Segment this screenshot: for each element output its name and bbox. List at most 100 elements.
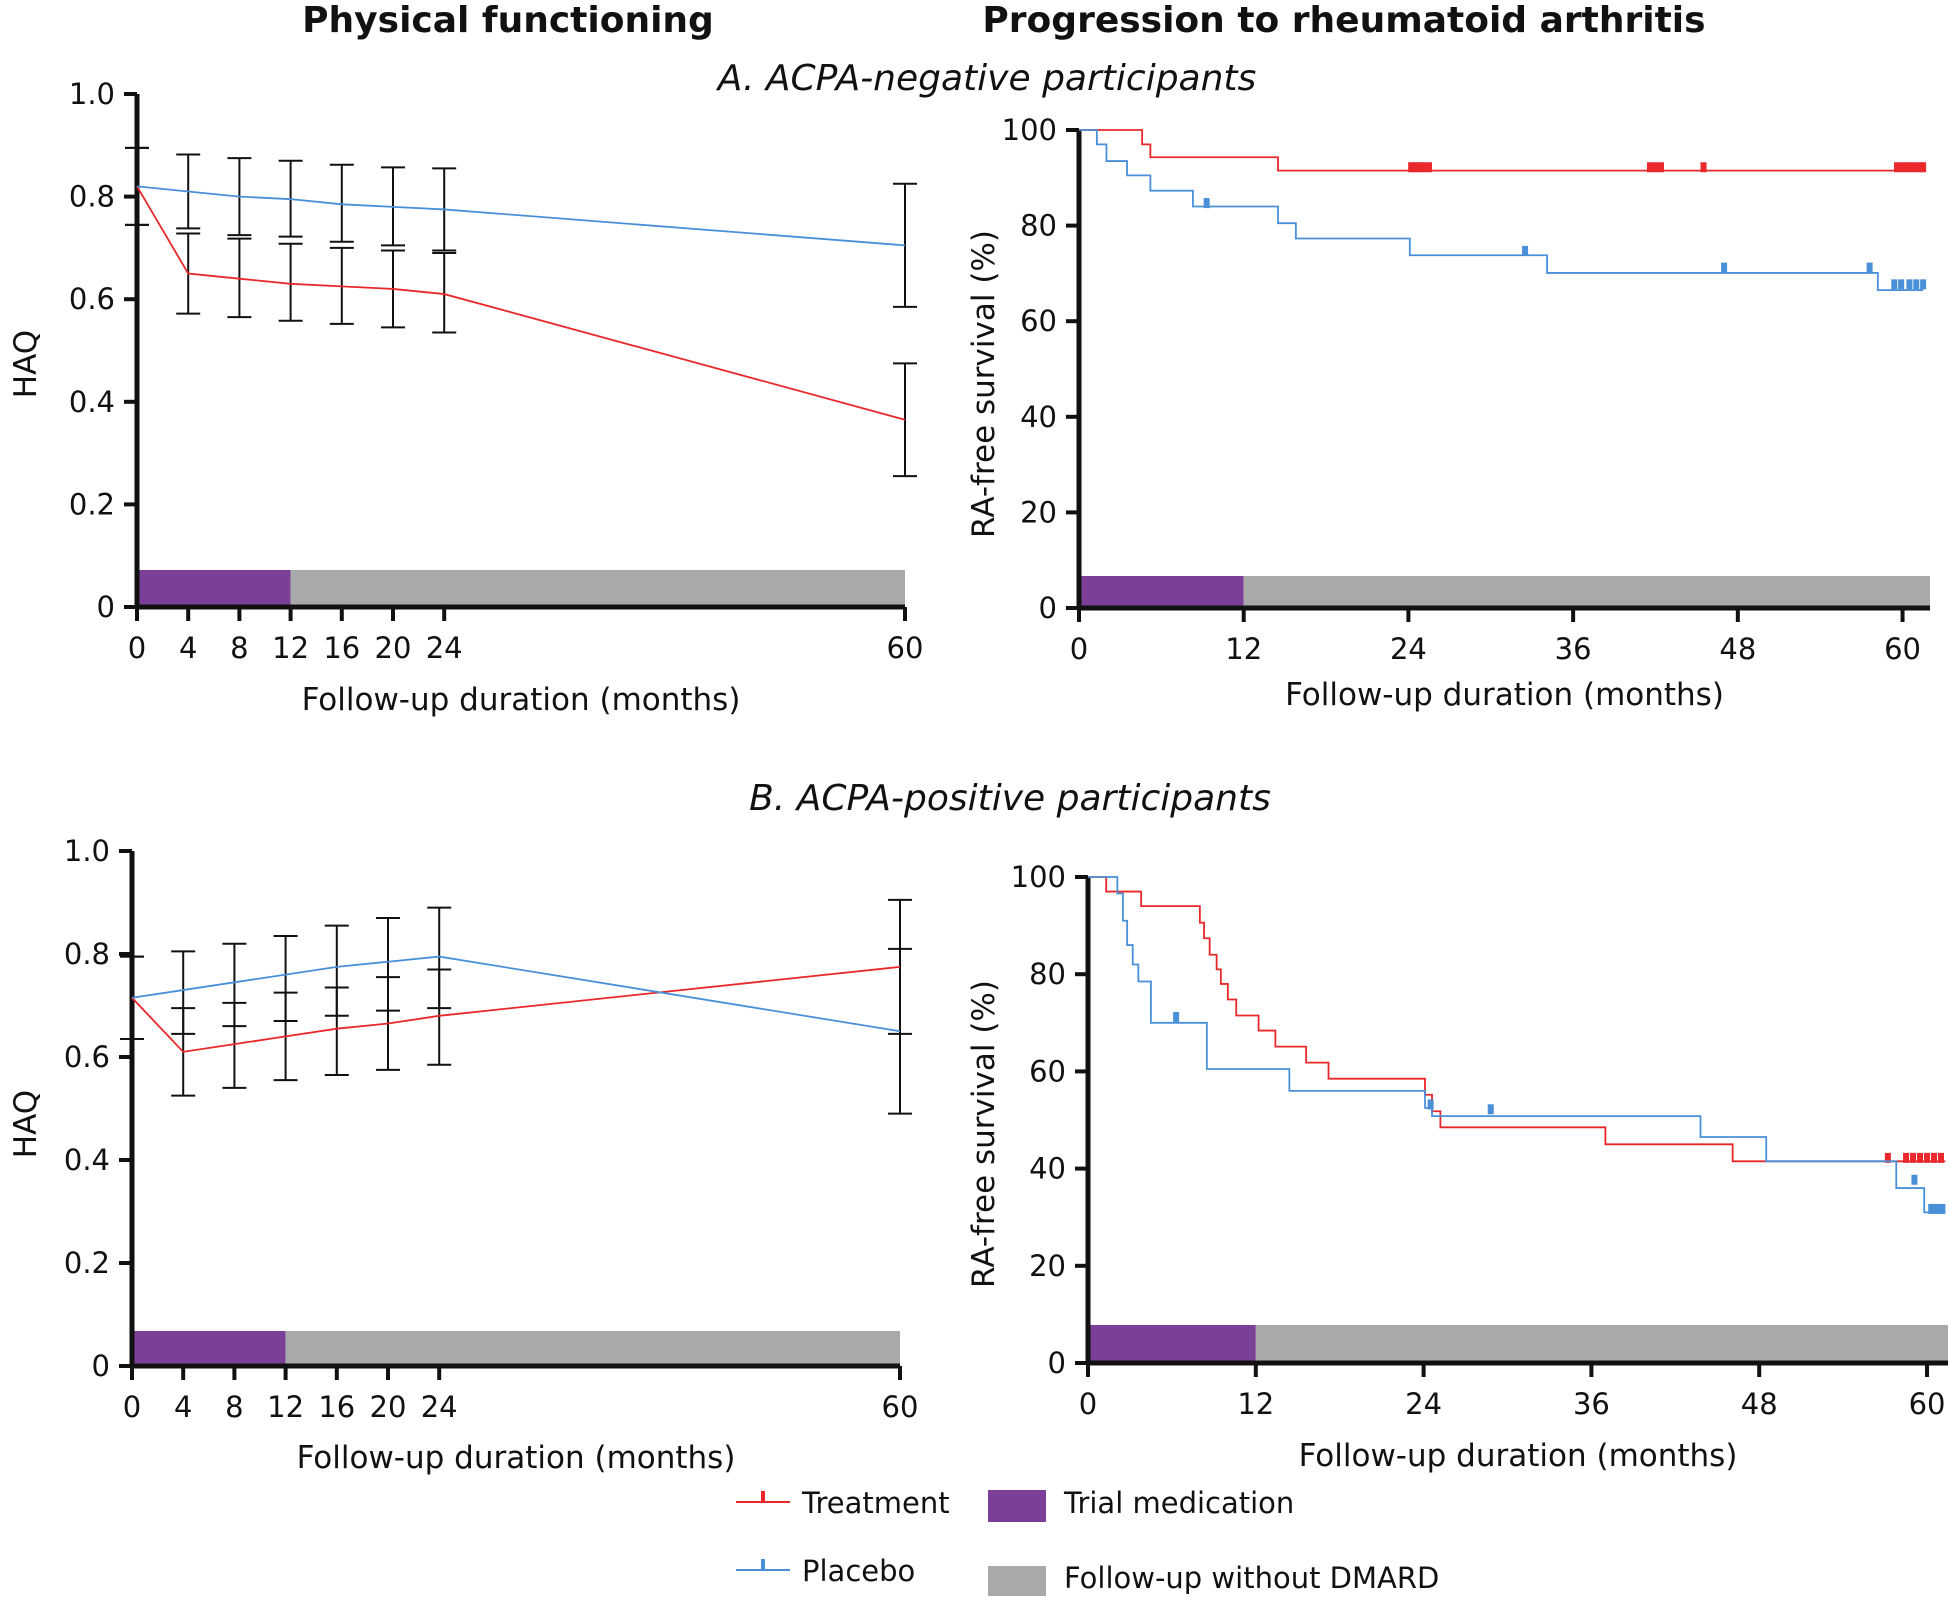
treatment-censor-mark	[1646, 162, 1653, 173]
y-tick-label: 60	[1029, 1054, 1066, 1088]
treatment-censor-mark	[1920, 162, 1927, 173]
legend-trial-medication-swatch	[988, 1490, 1046, 1522]
x-tick-label: 60	[887, 631, 924, 665]
treatment-censor-mark	[1938, 1152, 1945, 1163]
y-tick-label: 0.4	[64, 1143, 110, 1177]
treatment-censor-mark	[1700, 162, 1707, 173]
x-tick-label: 48	[1741, 1387, 1778, 1421]
x-tick-label: 4	[174, 1390, 192, 1424]
y-axis-label: HAQ	[8, 1090, 44, 1158]
y-tick-label: 0	[1039, 591, 1057, 625]
x-axis-label: Follow-up duration (months)	[1299, 1438, 1738, 1474]
y-tick-label: 100	[1011, 860, 1066, 894]
placebo-censor-mark	[1920, 279, 1927, 290]
trial-medication-bar	[137, 570, 291, 607]
treatment-censor-mark	[1903, 1152, 1910, 1163]
treatment-censor-mark	[1426, 162, 1433, 173]
km-chart-acpa-positive: 0 20 40 60 80 100 0 12 24 36 48 60 Follow-up duratio…	[966, 860, 1948, 1474]
y-tick-label: 0	[1048, 1346, 1066, 1380]
legend-treatment-label: Treatment	[801, 1486, 950, 1520]
x-tick-label: 8	[225, 1390, 243, 1424]
placebo-censor-mark	[1928, 1203, 1935, 1214]
x-tick-label: 24	[1405, 1387, 1442, 1421]
x-tick-label: 36	[1555, 632, 1592, 666]
treatment-censor-mark	[1652, 162, 1659, 173]
x-tick-label: 12	[267, 1390, 304, 1424]
placebo-censor-mark	[1427, 1099, 1434, 1110]
x-tick-label: 48	[1719, 632, 1756, 666]
y-tick-label: 40	[1020, 400, 1057, 434]
x-tick-label: 4	[179, 631, 197, 665]
x-tick-label: 20	[375, 631, 412, 665]
y-tick-label: 0.8	[69, 180, 115, 214]
placebo-censor-mark	[1522, 245, 1529, 256]
treatment-survival-curve	[1079, 129, 1924, 172]
treatment-censor-mark	[1905, 162, 1912, 173]
y-tick-label: 60	[1020, 304, 1057, 338]
y-tick-label: 0.4	[69, 385, 115, 419]
followup-without-dmard-bar	[285, 1331, 901, 1366]
x-tick-label: 24	[421, 1390, 458, 1424]
treatment-censor-mark	[1910, 162, 1917, 173]
x-tick-label: 24	[426, 631, 463, 665]
treatment-censor-mark	[1910, 1152, 1917, 1163]
followup-without-dmard-bar	[1243, 576, 1930, 608]
y-tick-label: 0.6	[64, 1040, 110, 1074]
treatment-mean-line	[131, 965, 901, 1053]
y-axis-label: RA-free survival (%)	[966, 980, 1002, 1288]
placebo-censor-mark	[1911, 1174, 1918, 1185]
treatment-censor-mark	[1931, 1152, 1938, 1163]
placebo-censor-mark	[1939, 1203, 1946, 1214]
placebo-censor-mark	[1721, 262, 1728, 273]
y-tick-label: 0.2	[64, 1246, 110, 1280]
y-tick-label: 1.0	[64, 834, 110, 868]
y-tick-label: 0.2	[69, 487, 115, 521]
y-tick-label: 100	[1002, 113, 1057, 147]
legend-placebo-label: Placebo	[802, 1554, 915, 1588]
placebo-censor-mark	[1933, 1203, 1940, 1214]
legend-followup-swatch	[988, 1566, 1046, 1596]
treatment-censor-mark	[1657, 162, 1664, 173]
placebo-censor-mark	[1906, 279, 1913, 290]
followup-without-dmard-bar	[1255, 1325, 1948, 1363]
y-tick-label: 20	[1029, 1249, 1066, 1283]
placebo-censor-mark	[1203, 198, 1210, 209]
placebo-mean-line	[131, 955, 901, 1033]
x-axis-label: Follow-up duration (months)	[1285, 677, 1724, 713]
placebo-censor-mark	[1866, 262, 1873, 273]
y-tick-label: 0	[92, 1349, 110, 1383]
y-axis-label: RA-free survival (%)	[966, 230, 1002, 538]
treatment-censor-mark	[1894, 162, 1901, 173]
x-tick-label: 16	[318, 1390, 355, 1424]
x-tick-label: 12	[272, 631, 309, 665]
x-tick-label: 0	[123, 1390, 141, 1424]
col-title-progression: Progression to rheumatoid arthritis	[982, 0, 1705, 41]
trial-medication-bar	[132, 1331, 286, 1366]
y-tick-label: 1.0	[69, 77, 115, 111]
placebo-censor-mark	[1487, 1104, 1494, 1115]
x-tick-label: 24	[1390, 632, 1427, 666]
treatment-censor-mark	[1899, 162, 1906, 173]
x-tick-label: 20	[370, 1390, 407, 1424]
treatment-survival-curve	[1088, 876, 1946, 1163]
trial-medication-bar	[1088, 1325, 1256, 1363]
placebo-censor-mark	[1891, 279, 1898, 290]
y-tick-label: 0.6	[69, 282, 115, 316]
y-tick-label: 80	[1020, 209, 1057, 243]
trial-medication-bar	[1079, 576, 1244, 608]
y-tick-label: 20	[1020, 495, 1057, 529]
legend-trial-medication-label: Trial medication	[1063, 1486, 1294, 1520]
x-tick-label: 8	[230, 631, 248, 665]
placebo-survival-curve	[1088, 876, 1946, 1214]
x-tick-label: 60	[1909, 1387, 1946, 1421]
x-tick-label: 0	[1079, 1387, 1097, 1421]
section-title-acpa-positive: B. ACPA-positive participants	[749, 778, 1271, 819]
x-tick-label: 12	[1225, 632, 1262, 666]
x-axis-label: Follow-up duration (months)	[302, 682, 741, 718]
section-title-acpa-negative: A. ACPA-negative participants	[716, 58, 1257, 99]
legend-followup-label: Follow-up without DMARD	[1064, 1561, 1439, 1595]
x-tick-label: 12	[1237, 1387, 1274, 1421]
